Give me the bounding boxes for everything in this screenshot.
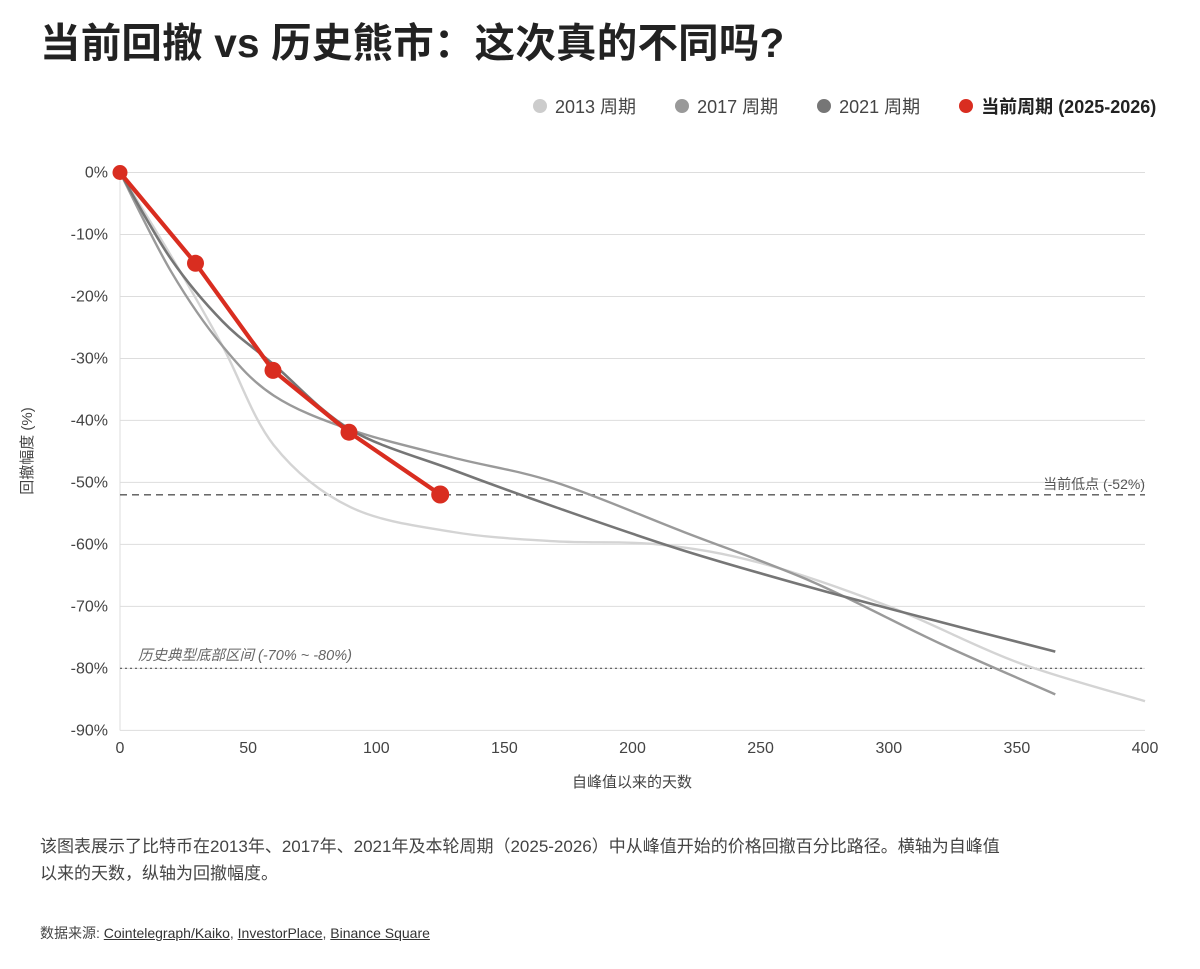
svg-text:350: 350 [1004, 740, 1031, 757]
svg-text:300: 300 [875, 740, 902, 757]
svg-text:150: 150 [491, 740, 518, 757]
svg-text:-20%: -20% [71, 289, 108, 306]
svg-text:-80%: -80% [71, 661, 108, 678]
svg-text:-70%: -70% [71, 599, 108, 616]
svg-text:自峰值以来的天数: 自峰值以来的天数 [572, 774, 692, 791]
svg-text:200: 200 [619, 740, 646, 757]
svg-text:-10%: -10% [71, 227, 108, 244]
svg-text:历史典型底部区间 (-70% ~ -80%): 历史典型底部区间 (-70% ~ -80%) [138, 647, 352, 664]
svg-text:250: 250 [747, 740, 774, 757]
svg-text:-40%: -40% [71, 413, 108, 430]
svg-text:0%: 0% [85, 165, 108, 182]
svg-text:100: 100 [363, 740, 390, 757]
svg-text:-30%: -30% [71, 351, 108, 368]
svg-text:当前低点 (-52%): 当前低点 (-52%) [1043, 476, 1145, 492]
svg-text:-50%: -50% [71, 475, 108, 492]
svg-text:回撤幅度 (%): 回撤幅度 (%) [19, 407, 36, 495]
svg-text:-60%: -60% [71, 537, 108, 554]
svg-text:-90%: -90% [71, 723, 108, 740]
svg-text:50: 50 [239, 740, 257, 757]
svg-text:400: 400 [1132, 740, 1159, 757]
svg-text:0: 0 [116, 740, 125, 757]
